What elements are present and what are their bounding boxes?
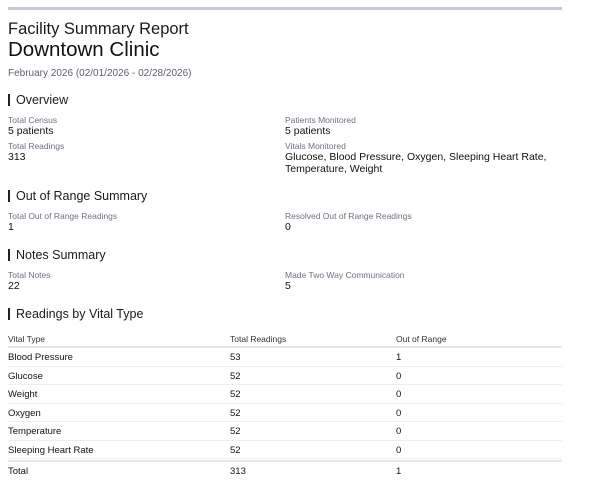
out-of-range-cell: 0 [396,426,402,437]
out-of-range-cell: 0 [396,389,402,400]
report-type-title: Facility Summary Report [8,20,189,38]
out-of-range-cell: 0 [396,444,402,456]
vitals-monitored-line1: Glucose, Blood Pressure, Oxygen, Sleepin… [285,151,547,163]
resolved-out-of-range-value: 0 [285,221,291,233]
table-row: Temperature 52 0 [8,422,562,441]
column-header-out-of-range: Out of Range [396,334,447,344]
total-readings-cell: 52 [230,426,241,437]
total-readings-sum-cell: 313 [230,466,246,477]
total-readings-cell: 52 [230,407,241,419]
total-out-of-range-value: 1 [8,221,14,233]
vital-type-cell: Glucose [8,370,43,382]
out-of-range-cell: 0 [396,407,402,419]
two-way-communication-value: 5 [285,280,291,292]
total-census-value: 5 patients [8,125,54,137]
column-header-total-readings: Total Readings [230,334,287,344]
table-row: Sleeping Heart Rate 52 0 [8,441,562,459]
total-readings-cell: 53 [230,352,241,363]
vital-type-cell: Oxygen [8,407,41,419]
table-total-row: Total 313 1 [8,460,562,480]
total-readings-cell: 52 [230,370,241,382]
total-out-of-range-sum-cell: 1 [396,466,402,477]
total-readings-cell: 52 [230,389,241,400]
out-of-range-cell: 0 [396,370,402,382]
total-notes-label: Total Notes [8,270,51,280]
total-readings-value: 313 [8,151,26,163]
table-row: Blood Pressure 53 1 [8,348,562,367]
section-title-out-of-range: Out of Range Summary [8,190,147,202]
vital-type-cell: Blood Pressure [8,352,73,363]
table-row: Oxygen 52 0 [8,404,562,422]
out-of-range-cell: 1 [396,352,402,363]
vitals-monitored-line2: Temperature, Weight [285,163,383,175]
total-notes-value: 22 [8,280,20,292]
vital-type-cell: Weight [8,389,38,400]
resolved-out-of-range-label: Resolved Out of Range Readings [285,211,412,221]
readings-table: Vital Type Total Readings Out of Range B… [8,330,562,480]
table-row: Glucose 52 0 [8,367,562,385]
vitals-monitored-label: Vitals Monitored [285,141,346,151]
table-row: Weight 52 0 [8,385,562,404]
total-out-of-range-label: Total Out of Range Readings [8,211,118,221]
total-readings-cell: 52 [230,444,241,456]
total-census-label: Total Census [8,115,58,125]
section-title-readings-by-vital: Readings by Vital Type [8,308,143,320]
section-title-overview: Overview [8,94,68,106]
patients-monitored-label: Patients Monitored [285,115,356,125]
facility-name: Downtown Clinic [8,38,160,61]
two-way-communication-label: Made Two Way Communication [285,270,405,280]
report-period: February 2026 (02/01/2026 - 02/28/2026) [8,68,192,79]
vital-type-cell: Temperature [8,426,62,437]
vital-type-cell: Sleeping Heart Rate [8,444,94,456]
table-header-row: Vital Type Total Readings Out of Range [8,330,562,348]
patients-monitored-value: 5 patients [285,125,331,137]
column-header-vital-type: Vital Type [8,334,46,344]
section-title-notes: Notes Summary [8,249,106,261]
total-label-cell: Total [8,466,29,477]
top-divider-bar [8,7,562,10]
total-readings-label: Total Readings [8,141,65,151]
